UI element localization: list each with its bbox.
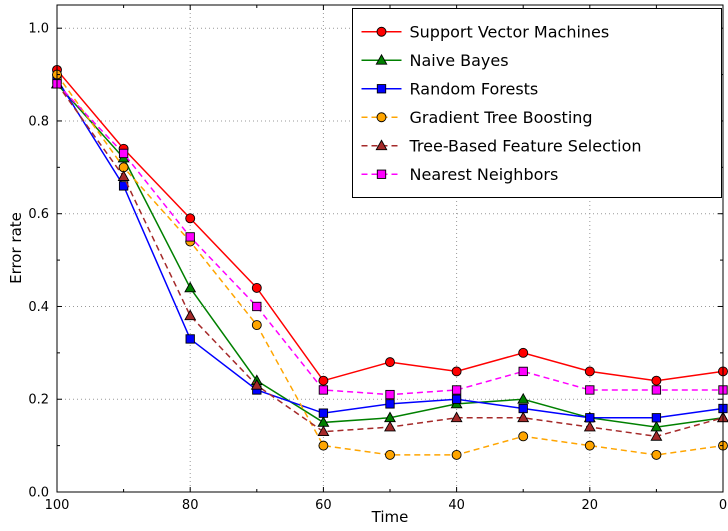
- legend-box: [352, 8, 722, 198]
- triangle-marker: [184, 309, 197, 321]
- circle-marker: [185, 213, 196, 224]
- legend-label: Tree-Based Feature Selection: [409, 136, 642, 155]
- triangle-marker: [450, 411, 463, 423]
- x-tick-label: 20: [582, 498, 599, 513]
- circle-marker: [518, 347, 529, 358]
- series-tree-based-feature-selection: [51, 77, 728, 441]
- y-tick-label: 0.8: [28, 114, 49, 129]
- circle-marker: [318, 375, 329, 386]
- circle-marker: [251, 282, 262, 293]
- square-marker: [376, 169, 387, 179]
- square-marker: [451, 385, 462, 395]
- legend-label: Naive Bayes: [410, 51, 509, 70]
- legend-item-gradient-tree-boosting: Gradient Tree Boosting: [361, 108, 593, 127]
- square-marker: [376, 84, 387, 94]
- y-tick-label: 0.4: [28, 300, 49, 315]
- legend-item-tree-based-feature-selection: Tree-Based Feature Selection: [361, 136, 642, 155]
- square-marker: [651, 413, 662, 423]
- triangle-marker: [250, 379, 263, 390]
- x-tick-label: 80: [182, 498, 199, 513]
- legend-item-support-vector-machines: Support Vector Machines: [361, 22, 610, 41]
- circle-marker: [651, 449, 662, 460]
- square-marker: [385, 399, 395, 409]
- x-tick-label: 40: [448, 498, 465, 513]
- x-axis-title: Time: [371, 508, 409, 526]
- square-marker: [118, 148, 129, 159]
- triangle-marker: [375, 53, 388, 65]
- y-tick-label: 0.0: [28, 486, 49, 501]
- square-marker: [518, 366, 528, 377]
- circle-marker: [251, 320, 262, 330]
- square-marker: [185, 334, 195, 344]
- square-marker: [252, 301, 262, 312]
- triangle-marker: [375, 139, 388, 151]
- circle-marker: [518, 431, 529, 442]
- square-marker: [518, 403, 528, 414]
- legend-label: Random Forests: [410, 79, 539, 98]
- square-marker: [451, 394, 462, 404]
- legend-label: Gradient Tree Boosting: [410, 108, 593, 127]
- legend-item-random-forests: Random Forests: [361, 79, 539, 98]
- circle-marker: [584, 366, 595, 377]
- legend: Support Vector Machines Naive Bayes Random…: [352, 8, 722, 198]
- square-marker: [651, 385, 662, 395]
- series-support-vector-machines: [52, 64, 728, 386]
- x-tick-label: 60: [315, 498, 332, 513]
- square-marker: [185, 232, 195, 242]
- triangle-marker: [517, 392, 530, 404]
- legend-label: Nearest Neighbors: [410, 165, 559, 184]
- circle-marker: [451, 366, 462, 377]
- circle-marker: [584, 440, 595, 451]
- legend-item-naive-bayes: Naive Bayes: [361, 51, 509, 70]
- legend-label: Support Vector Machines: [410, 22, 610, 41]
- circle-marker: [451, 449, 462, 460]
- triangle-marker: [650, 430, 663, 441]
- circle-marker: [651, 375, 662, 386]
- y-tick-label: 1.0: [28, 22, 49, 37]
- circle-marker: [385, 357, 395, 368]
- y-tick-label: 0.2: [28, 393, 49, 408]
- square-marker: [385, 389, 395, 400]
- triangle-marker: [317, 425, 330, 437]
- x-tick-label: 0: [719, 498, 727, 513]
- triangle-marker: [384, 420, 396, 432]
- x-tick-label: 100: [45, 498, 70, 513]
- y-tick-label: 0.6: [28, 207, 49, 222]
- square-marker: [318, 408, 329, 418]
- triangle-marker: [517, 411, 530, 423]
- triangle-marker: [184, 281, 197, 293]
- circle-marker: [376, 112, 387, 123]
- series-nearest-neighbors: [52, 79, 728, 400]
- square-marker: [585, 385, 595, 395]
- circle-marker: [376, 26, 387, 37]
- axes: [56, 4, 724, 493]
- triangle-marker: [583, 420, 596, 432]
- tick-labels: 100 80 60 40 20 0 0.0 0.2 0.4 0.6 0.8 1.0: [28, 22, 727, 513]
- circle-marker: [318, 440, 329, 451]
- circle-marker: [385, 449, 395, 460]
- legend-item-nearest-neighbors: Nearest Neighbors: [361, 165, 559, 184]
- square-marker: [585, 413, 595, 423]
- square-marker: [318, 385, 329, 395]
- y-axis-title: Error rate: [7, 212, 25, 284]
- triangle-marker: [117, 170, 130, 181]
